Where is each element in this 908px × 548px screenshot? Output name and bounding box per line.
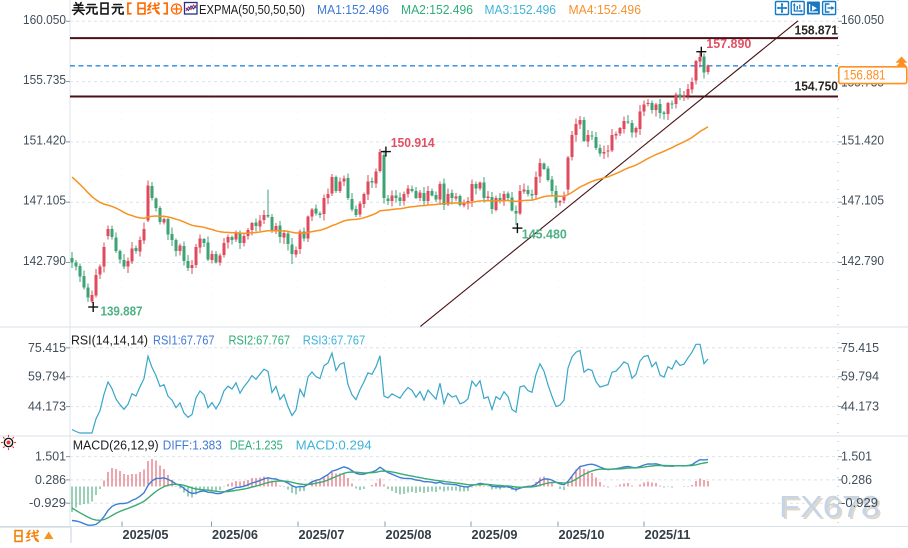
svg-text:2025/09: 2025/09 xyxy=(472,527,518,542)
svg-text:59.794: 59.794 xyxy=(841,370,879,384)
svg-text:2025/11: 2025/11 xyxy=(645,527,691,542)
svg-text:2025/10: 2025/10 xyxy=(559,527,605,542)
svg-text:RSI1:67.767: RSI1:67.767 xyxy=(153,333,215,348)
svg-text:155.735: 155.735 xyxy=(23,73,66,87)
svg-text:-0.929: -0.929 xyxy=(29,496,66,510)
svg-text:RSI3:67.767: RSI3:67.767 xyxy=(303,333,366,348)
svg-text:2025/08: 2025/08 xyxy=(386,527,432,542)
svg-text:160.050: 160.050 xyxy=(841,13,884,27)
svg-text:145.480: 145.480 xyxy=(522,227,567,242)
svg-text:MACD:0.294: MACD:0.294 xyxy=(296,438,372,453)
svg-text:160.050: 160.050 xyxy=(23,13,66,27)
svg-text:75.415: 75.415 xyxy=(28,341,66,355)
svg-text:0.286: 0.286 xyxy=(35,473,66,487)
svg-text:142.790: 142.790 xyxy=(841,254,884,268)
svg-text:-0.929: -0.929 xyxy=(841,496,878,510)
svg-text:EXPMA(50,50,50,50): EXPMA(50,50,50,50) xyxy=(199,2,305,17)
svg-text:150.914: 150.914 xyxy=(391,135,436,150)
svg-text:75.415: 75.415 xyxy=(841,341,879,355)
svg-text:MA3:152.496: MA3:152.496 xyxy=(485,2,557,17)
svg-text:MA2:152.496: MA2:152.496 xyxy=(401,2,473,17)
svg-text:2025/05: 2025/05 xyxy=(123,527,169,542)
svg-text:MA4:152.496: MA4:152.496 xyxy=(569,2,642,17)
svg-text:2025/06: 2025/06 xyxy=(212,527,258,542)
svg-text:1.501: 1.501 xyxy=(35,450,66,464)
svg-text:158.871: 158.871 xyxy=(795,23,839,38)
svg-text:FX678: FX678 xyxy=(781,491,882,526)
svg-text:MA1:152.496: MA1:152.496 xyxy=(317,2,389,17)
svg-text:151.420: 151.420 xyxy=(23,133,66,147)
svg-text:44.173: 44.173 xyxy=(28,400,66,414)
svg-text:154.750: 154.750 xyxy=(795,79,839,94)
svg-text:151.420: 151.420 xyxy=(841,133,884,147)
svg-text:44.173: 44.173 xyxy=(841,400,879,414)
svg-text:157.890: 157.890 xyxy=(706,36,751,51)
svg-text:RSI(14,14,14): RSI(14,14,14) xyxy=(71,333,148,348)
svg-text:147.105: 147.105 xyxy=(23,194,66,208)
svg-text:FX678: FX678 xyxy=(779,489,880,524)
svg-text:139.887: 139.887 xyxy=(101,304,143,319)
svg-text:1.501: 1.501 xyxy=(841,450,872,464)
svg-text:156.881: 156.881 xyxy=(844,68,886,83)
svg-text:DIFF:1.383: DIFF:1.383 xyxy=(163,438,222,453)
svg-text:2025/07: 2025/07 xyxy=(299,527,345,542)
svg-text:59.794: 59.794 xyxy=(28,370,66,384)
svg-text:DEA:1.235: DEA:1.235 xyxy=(230,438,283,453)
svg-text:MACD(26,12,9): MACD(26,12,9) xyxy=(73,438,159,453)
svg-text:147.105: 147.105 xyxy=(841,194,884,208)
svg-text:0.286: 0.286 xyxy=(841,473,872,487)
svg-text:RSI2:67.767: RSI2:67.767 xyxy=(229,333,291,348)
svg-text:142.790: 142.790 xyxy=(23,254,66,268)
